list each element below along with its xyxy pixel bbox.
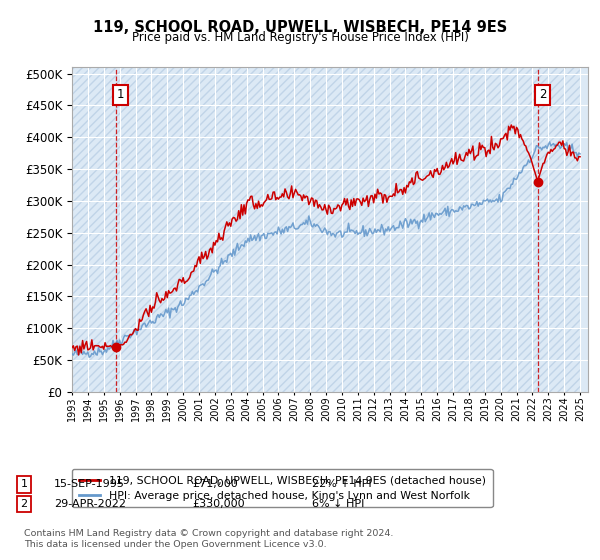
- Text: 22% ↑ HPI: 22% ↑ HPI: [312, 479, 371, 489]
- Text: £71,000: £71,000: [192, 479, 238, 489]
- Text: Contains HM Land Registry data © Crown copyright and database right 2024.
This d: Contains HM Land Registry data © Crown c…: [24, 529, 394, 549]
- Text: 119, SCHOOL ROAD, UPWELL, WISBECH, PE14 9ES: 119, SCHOOL ROAD, UPWELL, WISBECH, PE14 …: [93, 20, 507, 35]
- Text: 15-SEP-1995: 15-SEP-1995: [54, 479, 125, 489]
- Text: 1: 1: [116, 88, 124, 101]
- Text: 2: 2: [539, 88, 546, 101]
- Text: £330,000: £330,000: [192, 499, 245, 509]
- Text: 6% ↓ HPI: 6% ↓ HPI: [312, 499, 364, 509]
- Text: 1: 1: [20, 479, 28, 489]
- Legend: 119, SCHOOL ROAD, UPWELL, WISBECH, PE14 9ES (detached house), HPI: Average price: 119, SCHOOL ROAD, UPWELL, WISBECH, PE14 …: [72, 469, 493, 507]
- Text: Price paid vs. HM Land Registry's House Price Index (HPI): Price paid vs. HM Land Registry's House …: [131, 31, 469, 44]
- Text: 29-APR-2022: 29-APR-2022: [54, 499, 126, 509]
- Text: 2: 2: [20, 499, 28, 509]
